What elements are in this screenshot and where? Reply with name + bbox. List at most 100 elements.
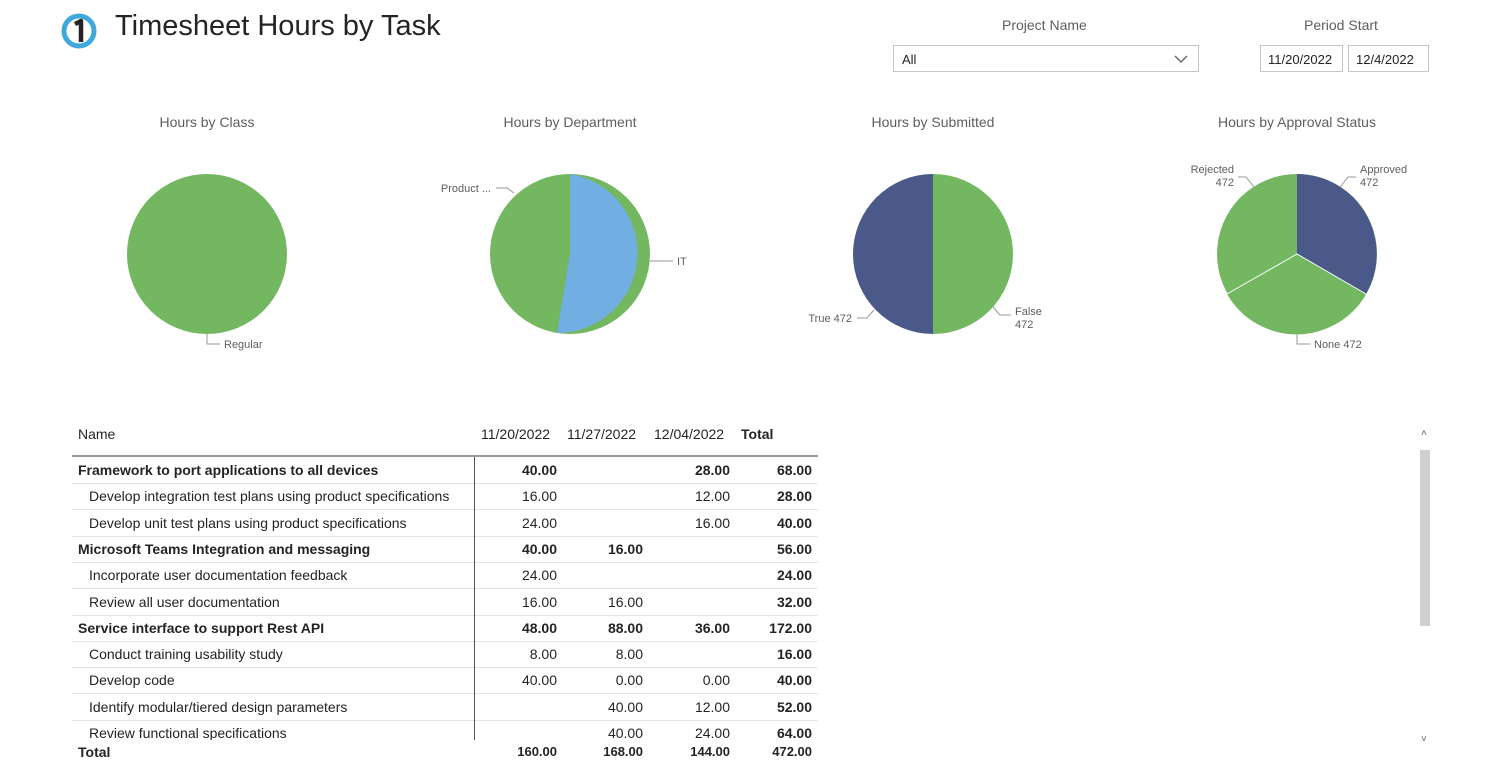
project-name-value: All (902, 52, 917, 67)
header-total[interactable]: Total (741, 426, 774, 442)
row-name: Identify modular/tiered design parameter… (89, 698, 348, 715)
column-divider (474, 457, 475, 755)
cell-total: 68.00 (776, 462, 812, 478)
table-total-row: Total 160.00 168.00 144.00 472.00 (72, 740, 818, 762)
pie-submitted[interactable]: False 472 True 472 (808, 174, 1042, 334)
row-name: Framework to port applications to all de… (78, 462, 379, 478)
cell-date-3: 12.00 (694, 488, 730, 505)
pie-label-it: IT (677, 256, 687, 268)
cell-total: 16.00 (776, 646, 812, 663)
table-row[interactable]: Microsoft Teams Integration and messagin… (72, 536, 818, 563)
chart-title-approval: Hours by Approval Status (1218, 114, 1376, 130)
table-row[interactable]: Develop integration test plans using pro… (72, 483, 818, 511)
cell-total: 40.00 (776, 514, 812, 531)
table-row[interactable]: Identify modular/tiered design parameter… (72, 694, 818, 721)
cell-total: 52.00 (776, 698, 812, 715)
header-name[interactable]: Name (78, 426, 116, 442)
page-title: Timesheet Hours by Task (115, 10, 441, 42)
cell-total: 64.00 (776, 725, 812, 741)
table-row[interactable]: Review all user documentation 16.00 16.00 3… (72, 589, 818, 616)
cell-date-2: 16.00 (607, 593, 643, 610)
pie-label-none: None 472 (1314, 339, 1362, 351)
scroll-thumb[interactable] (1420, 450, 1430, 626)
cell-total: 40.00 (776, 672, 812, 689)
date-to-input[interactable]: 12/4/2022 (1348, 45, 1429, 72)
row-name: Develop unit test plans using product sp… (89, 514, 407, 531)
row-name: Develop integration test plans using pro… (89, 488, 450, 505)
cell-date-3: 0.00 (702, 672, 730, 689)
row-name: Develop code (89, 672, 175, 689)
cell-date-1: 8.00 (529, 646, 557, 663)
cell-date-1: 16.00 (521, 488, 557, 505)
cell-date-1: 24.00 (521, 567, 557, 584)
scroll-up-icon[interactable]: ˄ (1421, 428, 1427, 439)
cell-date-1: 40.00 (521, 672, 557, 689)
date-from-input[interactable]: 11/20/2022 (1260, 45, 1343, 72)
scroll-down-icon[interactable]: ˅ (1421, 734, 1427, 745)
pie-label-rejected-name: Rejected (1191, 164, 1234, 176)
pie-label-regular: Regular (224, 339, 263, 351)
row-name: Review all user documentation (89, 593, 280, 610)
pie-label-product: Product ... (441, 183, 491, 195)
chart-title-class: Hours by Class (159, 114, 255, 130)
cell-date-1: 24.00 (521, 514, 557, 531)
chevron-down-icon (1174, 55, 1188, 63)
header-date-1[interactable]: 11/20/2022 (481, 426, 551, 442)
cell-total: 172.00 (769, 619, 812, 636)
row-name: Service interface to support Rest API (78, 619, 325, 636)
cell-date-3: 12.00 (694, 698, 730, 715)
cell-total: 24.00 (776, 567, 812, 584)
pie-charts: Regular IT Product ... False 472 True 47… (127, 164, 1408, 351)
pie-label-true: True 472 (808, 313, 852, 325)
pie-approval[interactable]: Approved 472 Rejected 472 None 472 (1191, 164, 1408, 351)
cell-total: 28.00 (776, 488, 812, 505)
pie-slice-it[interactable] (557, 174, 638, 334)
timesheet-matrix: Name 11/20/2022 11/27/2022 12/04/2022 To… (72, 420, 818, 776)
cell-date-3: 16.00 (694, 514, 730, 531)
row-name: Conduct training usability study (89, 646, 283, 663)
cell-date-1: 48.00 (521, 619, 557, 636)
cell-date-2: 40.00 (607, 725, 643, 741)
total-grand: 472.00 (772, 744, 812, 759)
total-label: Total (78, 744, 111, 760)
cell-date-2: 16.00 (607, 540, 643, 557)
pie-label-rejected-value: 472 (1216, 177, 1234, 189)
pie-slice-regular[interactable] (127, 174, 287, 334)
table-row[interactable]: Incorporate user documentation feedback 2… (72, 562, 818, 590)
pie-label-false-name: False (1015, 306, 1042, 318)
pie-slice-true[interactable] (853, 174, 933, 334)
pie-label-false-value: 472 (1015, 319, 1033, 331)
cell-date-3: 28.00 (694, 462, 730, 478)
pie-class[interactable]: Regular (127, 174, 287, 351)
cell-total: 32.00 (776, 593, 812, 610)
header-date-3[interactable]: 12/04/2022 (654, 426, 725, 442)
pie-slice-false[interactable] (933, 174, 1013, 334)
cell-date-2: 40.00 (607, 698, 643, 715)
row-name: Incorporate user documentation feedback (89, 567, 348, 584)
pie-slice-approved[interactable] (1297, 174, 1377, 294)
app-logo-icon (61, 13, 97, 49)
project-name-dropdown[interactable]: All (893, 45, 1199, 72)
cell-date-3: 24.00 (694, 725, 730, 741)
cell-date-1: 16.00 (521, 593, 557, 610)
pie-department[interactable]: IT Product ... (441, 174, 687, 334)
table-row[interactable]: Develop unit test plans using product sp… (72, 510, 818, 537)
cell-date-2: 0.00 (615, 672, 643, 689)
table-scrollbar[interactable]: ˄ ˅ (1420, 420, 1432, 750)
table-row[interactable]: Develop code 40.00 0.00 0.00 40.00 (72, 667, 818, 695)
project-name-label: Project Name (1002, 17, 1087, 33)
cell-total: 56.00 (776, 540, 812, 557)
pie-label-approved-name: Approved (1360, 164, 1407, 176)
cell-date-1: 40.00 (521, 462, 557, 478)
cell-date-2: 88.00 (607, 619, 643, 636)
table-row[interactable]: Conduct training usability study 8.00 8.00… (72, 641, 818, 669)
table-row[interactable]: Review functional specifications 40.00 24.… (72, 720, 818, 747)
table-row[interactable]: Framework to port applications to all de… (72, 457, 818, 484)
table-row[interactable]: Service interface to support Rest API 48.… (72, 615, 818, 642)
chart-title-department: Hours by Department (503, 114, 637, 130)
cell-date-2: 8.00 (615, 646, 643, 663)
cell-date-3: 36.00 (694, 619, 730, 636)
total-date-1: 160.00 (517, 744, 557, 759)
header-date-2[interactable]: 11/27/2022 (567, 426, 637, 442)
period-start-label: Period Start (1304, 17, 1378, 33)
